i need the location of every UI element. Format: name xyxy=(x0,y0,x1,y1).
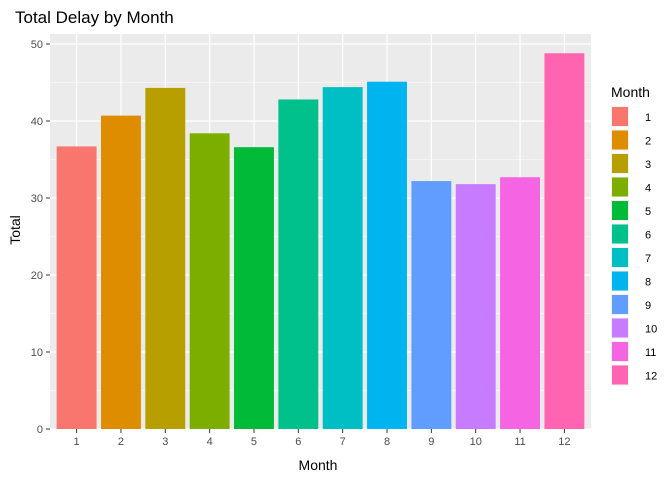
x-axis-title: Month xyxy=(299,457,338,473)
bar-month-11 xyxy=(500,177,541,429)
bars xyxy=(56,53,585,430)
legend-label: 2 xyxy=(645,136,651,148)
y-tick-label: 30 xyxy=(31,193,43,205)
bar-month-5 xyxy=(234,147,274,429)
legend-swatch xyxy=(612,130,628,150)
y-tick-label: 40 xyxy=(31,116,43,128)
chart-title: Total Delay by Month xyxy=(15,8,174,27)
x-tick-label: 6 xyxy=(295,436,301,448)
x-tick-label: 3 xyxy=(162,436,168,448)
y-tick-label: 10 xyxy=(31,347,43,359)
legend-label: 3 xyxy=(645,159,651,171)
bar-month-3 xyxy=(145,87,186,430)
y-axis: 0 10 20 30 40 50 xyxy=(31,39,50,436)
legend-label: 11 xyxy=(645,347,656,359)
legend-swatch xyxy=(612,154,628,173)
x-tick-label: 10 xyxy=(470,436,482,448)
bar-month-4 xyxy=(189,133,230,429)
legend-title: Month xyxy=(611,84,650,100)
bar-month-8 xyxy=(367,81,407,429)
legend-swatch xyxy=(612,177,628,197)
legend-swatch xyxy=(612,248,628,267)
x-tick-label: 12 xyxy=(558,436,570,448)
legend-swatch xyxy=(612,318,628,338)
legend-swatch xyxy=(612,295,628,314)
legend-label: 10 xyxy=(645,324,657,336)
legend-swatch xyxy=(612,107,628,126)
bar-month-2 xyxy=(100,115,141,430)
bar-month-7 xyxy=(322,87,363,429)
y-axis-title: Total xyxy=(7,215,23,245)
legend-swatch xyxy=(612,201,628,220)
legend-label: 8 xyxy=(645,277,651,289)
bar-month-9 xyxy=(411,181,452,429)
y-tick-label: 0 xyxy=(37,424,43,436)
x-axis: 1 2 3 4 5 6 7 8 9 10 11 12 xyxy=(74,429,571,448)
y-tick-label: 20 xyxy=(31,270,43,282)
legend-swatch xyxy=(612,224,628,244)
bar-month-12 xyxy=(544,53,585,429)
y-tick-label: 50 xyxy=(31,39,43,51)
legend-label: 7 xyxy=(645,253,651,265)
bar-month-6 xyxy=(278,99,319,430)
legend-label: 4 xyxy=(645,183,651,195)
x-tick-label: 2 xyxy=(118,436,124,448)
legend-label: 6 xyxy=(645,230,651,242)
legend-label: 9 xyxy=(645,300,651,312)
legend-swatch xyxy=(612,342,628,361)
legend-swatch xyxy=(612,365,628,385)
x-tick-label: 1 xyxy=(74,436,80,448)
legend-label: 1 xyxy=(645,112,651,124)
bar-month-1 xyxy=(56,146,97,429)
x-tick-label: 11 xyxy=(514,436,525,448)
x-tick-label: 8 xyxy=(384,436,390,448)
legend-label: 5 xyxy=(645,206,651,218)
x-tick-label: 7 xyxy=(340,436,346,448)
legend-swatch xyxy=(612,271,628,291)
legend-label: 12 xyxy=(645,371,657,383)
x-tick-label: 9 xyxy=(428,436,434,448)
x-tick-label: 5 xyxy=(251,436,257,448)
x-tick-label: 4 xyxy=(207,436,213,448)
bar-month-10 xyxy=(455,184,496,429)
